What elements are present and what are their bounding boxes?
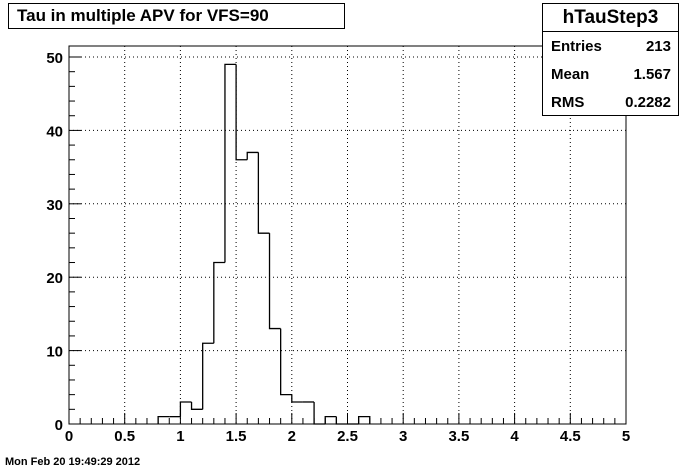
stats-label: RMS <box>551 93 585 111</box>
y-tick-label: 10 <box>46 344 63 361</box>
histogram-bin <box>213 261 225 344</box>
x-tick-label: 2.5 <box>337 428 358 445</box>
grid-lines <box>69 46 626 424</box>
histogram-bars <box>157 63 371 425</box>
x-tick-label: 4 <box>510 428 519 445</box>
stats-row-rms: RMS 0.2282 <box>543 88 678 116</box>
y-tick-label: 30 <box>46 197 63 214</box>
stats-label: Mean <box>551 65 590 83</box>
histogram-bin <box>246 151 259 160</box>
stats-label: Entries <box>551 37 602 55</box>
x-tick-label: 1.5 <box>226 428 247 445</box>
histogram-bin <box>179 401 192 417</box>
histogram-bin <box>257 152 270 234</box>
x-tick-label: 3 <box>399 428 407 445</box>
x-tick-label: 2 <box>288 428 296 445</box>
stats-histogram-name: hTauStep3 <box>543 4 678 32</box>
x-axis: 0 0.5 1 1.5 2 2.5 3 3.5 4 4.5 5 <box>65 413 630 445</box>
stats-row-mean: Mean 1.567 <box>543 60 678 88</box>
histogram-bin <box>313 401 326 425</box>
histogram-bin <box>357 416 371 424</box>
y-tick-label: 40 <box>46 123 63 140</box>
y-tick-label: 0 <box>55 417 63 434</box>
y-axis: 0 10 20 30 40 50 <box>46 50 81 434</box>
histogram-bin <box>280 328 292 396</box>
x-tick-label: 3.5 <box>448 428 469 445</box>
x-tick-label: 1 <box>176 428 184 445</box>
histogram-bin <box>235 64 248 161</box>
histogram-bin <box>190 401 203 410</box>
histogram-bin <box>202 342 214 410</box>
x-tick-label: 0 <box>65 428 73 445</box>
x-tick-label: 4.5 <box>560 428 581 445</box>
histogram-bin <box>335 416 348 425</box>
y-tick-label: 50 <box>46 50 63 67</box>
histogram-bin <box>291 394 303 403</box>
stats-box: hTauStep3 Entries 213 Mean 1.567 RMS 0.2… <box>542 3 679 116</box>
timestamp-footer: Mon Feb 20 19:49:29 2012 <box>5 456 141 468</box>
stats-value: 0.2282 <box>625 93 671 111</box>
stats-row-entries: Entries 213 <box>543 32 678 60</box>
chart-title: Tau in multiple APV for VFS=90 <box>8 3 345 29</box>
y-tick-label: 20 <box>46 270 63 287</box>
histogram-bin <box>157 416 170 424</box>
x-tick-label: 5 <box>622 428 630 445</box>
stats-value: 1.567 <box>633 65 671 83</box>
stats-value: 213 <box>645 37 671 55</box>
histogram-bin <box>224 63 237 263</box>
x-tick-label: 0.5 <box>114 428 135 445</box>
histogram-bin <box>324 416 337 424</box>
histogram-bin <box>268 233 281 330</box>
